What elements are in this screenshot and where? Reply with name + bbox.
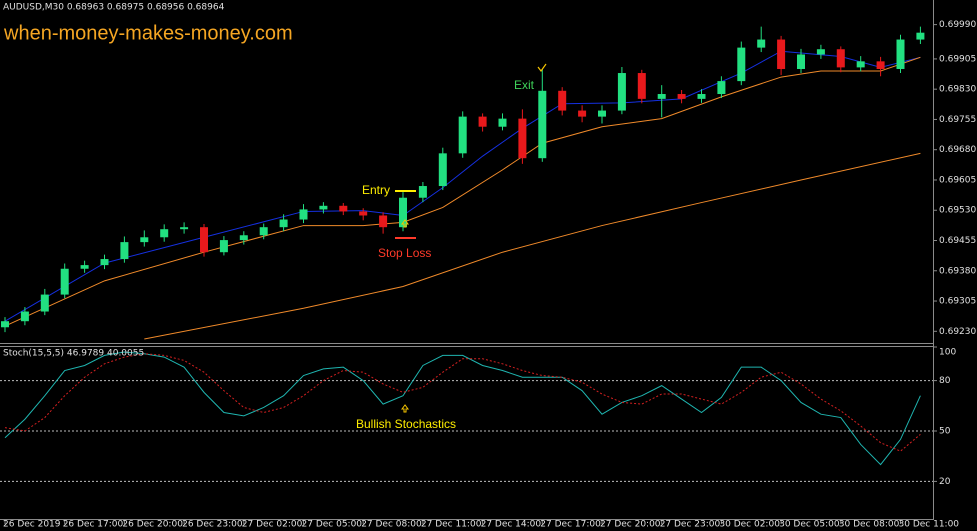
y-tick-label: 0.69905 <box>939 54 976 64</box>
x-tick-label: 30 Dec 08:00 <box>839 520 900 530</box>
moving-average <box>144 152 921 340</box>
x-tick-label: 27 Dec 20:00 <box>600 520 661 530</box>
candle-body <box>876 61 885 70</box>
x-tick-label: 30 Dec 11:00 <box>899 520 960 530</box>
x-tick-label: 27 Dec 11:00 <box>421 520 482 530</box>
y-tick-label: 80 <box>939 376 951 386</box>
entry-label: Entry <box>362 183 390 197</box>
candle-body <box>777 39 786 70</box>
x-tick-label: 26 Dec 20:00 <box>122 520 183 530</box>
candle-body <box>737 47 746 82</box>
y-tick-label: 50 <box>939 427 951 437</box>
candle-body <box>219 240 228 253</box>
candle-body <box>20 311 29 322</box>
candle-body <box>100 259 109 266</box>
candle-body <box>717 81 726 95</box>
candle-body <box>60 268 69 295</box>
candle-body <box>418 186 427 198</box>
candle-body <box>279 219 288 228</box>
moving-average <box>4 50 921 322</box>
stoch-panel <box>0 351 933 482</box>
y-tick-label: 0.69230 <box>939 327 976 337</box>
x-tick-label: 26 Dec 17:00 <box>63 520 124 530</box>
annotations: Entry Stop Loss Exit Bullish Stochastics <box>356 63 547 431</box>
moving-average <box>4 56 921 327</box>
y-tick-label: 0.69755 <box>939 115 976 125</box>
stoch-arrow <box>401 404 409 413</box>
x-tick-label: 27 Dec 23:00 <box>660 520 721 530</box>
candle-body <box>598 110 606 117</box>
candle-body <box>836 49 845 68</box>
candle-body <box>538 90 547 159</box>
candle-body <box>200 227 208 253</box>
y-tick-label: 0.69530 <box>939 206 976 216</box>
exit-check <box>537 63 547 73</box>
candle-body <box>816 49 825 55</box>
y-tick-label: 20 <box>939 477 951 487</box>
x-tick-label: 26 Dec 2019 <box>3 520 61 530</box>
candle-body <box>359 211 368 216</box>
chart-title: AUDUSD,M30 0.68963 0.68975 0.68956 0.689… <box>3 3 225 13</box>
candle-body <box>1 321 9 328</box>
candle-body <box>617 73 626 111</box>
stoch-title: Stoch(15,5,5) 46.9789 40.0055 <box>3 349 144 359</box>
x-tick-label: 30 Dec 05:00 <box>779 520 840 530</box>
candle-body <box>239 235 248 241</box>
stop-loss-label: Stop Loss <box>378 246 431 260</box>
frame <box>0 0 934 520</box>
exit-label: Exit <box>514 78 535 92</box>
candle-body <box>339 205 348 212</box>
candle-body <box>797 54 805 70</box>
stoch-line <box>4 351 921 466</box>
candle-body <box>856 61 865 68</box>
y-tick-label: 0.69680 <box>939 145 976 155</box>
candle-body <box>558 90 567 111</box>
axes: 0.69990 0.69905 0.69830 0.69755 0.69680 0.696… <box>3 20 976 529</box>
candle-body <box>299 209 308 220</box>
x-tick-label: 26 Dec 23:00 <box>182 520 243 530</box>
stoch-annotation: Bullish Stochastics <box>356 417 456 431</box>
candle-body <box>259 227 268 236</box>
candle-body <box>896 39 905 70</box>
y-tick-label: 0.69830 <box>939 85 976 95</box>
y-tick-label: 100 <box>939 348 956 358</box>
y-tick-label: 0.69605 <box>939 175 976 185</box>
x-tick-label: 27 Dec 14:00 <box>481 520 542 530</box>
candle-body <box>478 116 487 127</box>
x-tick-label: 27 Dec 08:00 <box>361 520 422 530</box>
candle-body <box>438 153 447 187</box>
y-tick-label: 0.69455 <box>939 236 976 246</box>
candle-body <box>458 116 467 154</box>
x-tick-label: 27 Dec 05:00 <box>302 520 363 530</box>
y-tick-label: 0.69305 <box>939 297 976 307</box>
candle-body <box>697 94 706 99</box>
x-tick-label: 30 Dec 02:00 <box>719 520 780 530</box>
candle-body <box>637 73 646 99</box>
candle-body <box>80 265 89 269</box>
y-tick-label: 0.69990 <box>939 20 976 30</box>
entry-arrow <box>401 219 409 228</box>
candle-body <box>379 215 388 228</box>
candle-body <box>757 39 766 48</box>
candle-body <box>657 94 666 99</box>
candle-body <box>399 197 407 228</box>
price-panel <box>1 26 925 340</box>
candle-body <box>518 118 527 159</box>
x-tick-label: 27 Dec 02:00 <box>242 520 303 530</box>
candle-body <box>180 227 189 230</box>
candle-body <box>677 94 686 99</box>
candle-body <box>498 118 507 127</box>
candle-body <box>916 32 925 40</box>
candle-body <box>160 229 169 238</box>
candle-body <box>140 237 149 243</box>
x-tick-label: 27 Dec 17:00 <box>540 520 601 530</box>
y-tick-label: 0.69380 <box>939 266 976 276</box>
stoch-line <box>4 353 921 452</box>
candle-body <box>120 242 129 260</box>
watermark: when-money-makes-money.com <box>3 22 293 44</box>
candle-body <box>319 205 328 210</box>
candle-body <box>578 110 587 117</box>
candle-body <box>40 294 49 312</box>
